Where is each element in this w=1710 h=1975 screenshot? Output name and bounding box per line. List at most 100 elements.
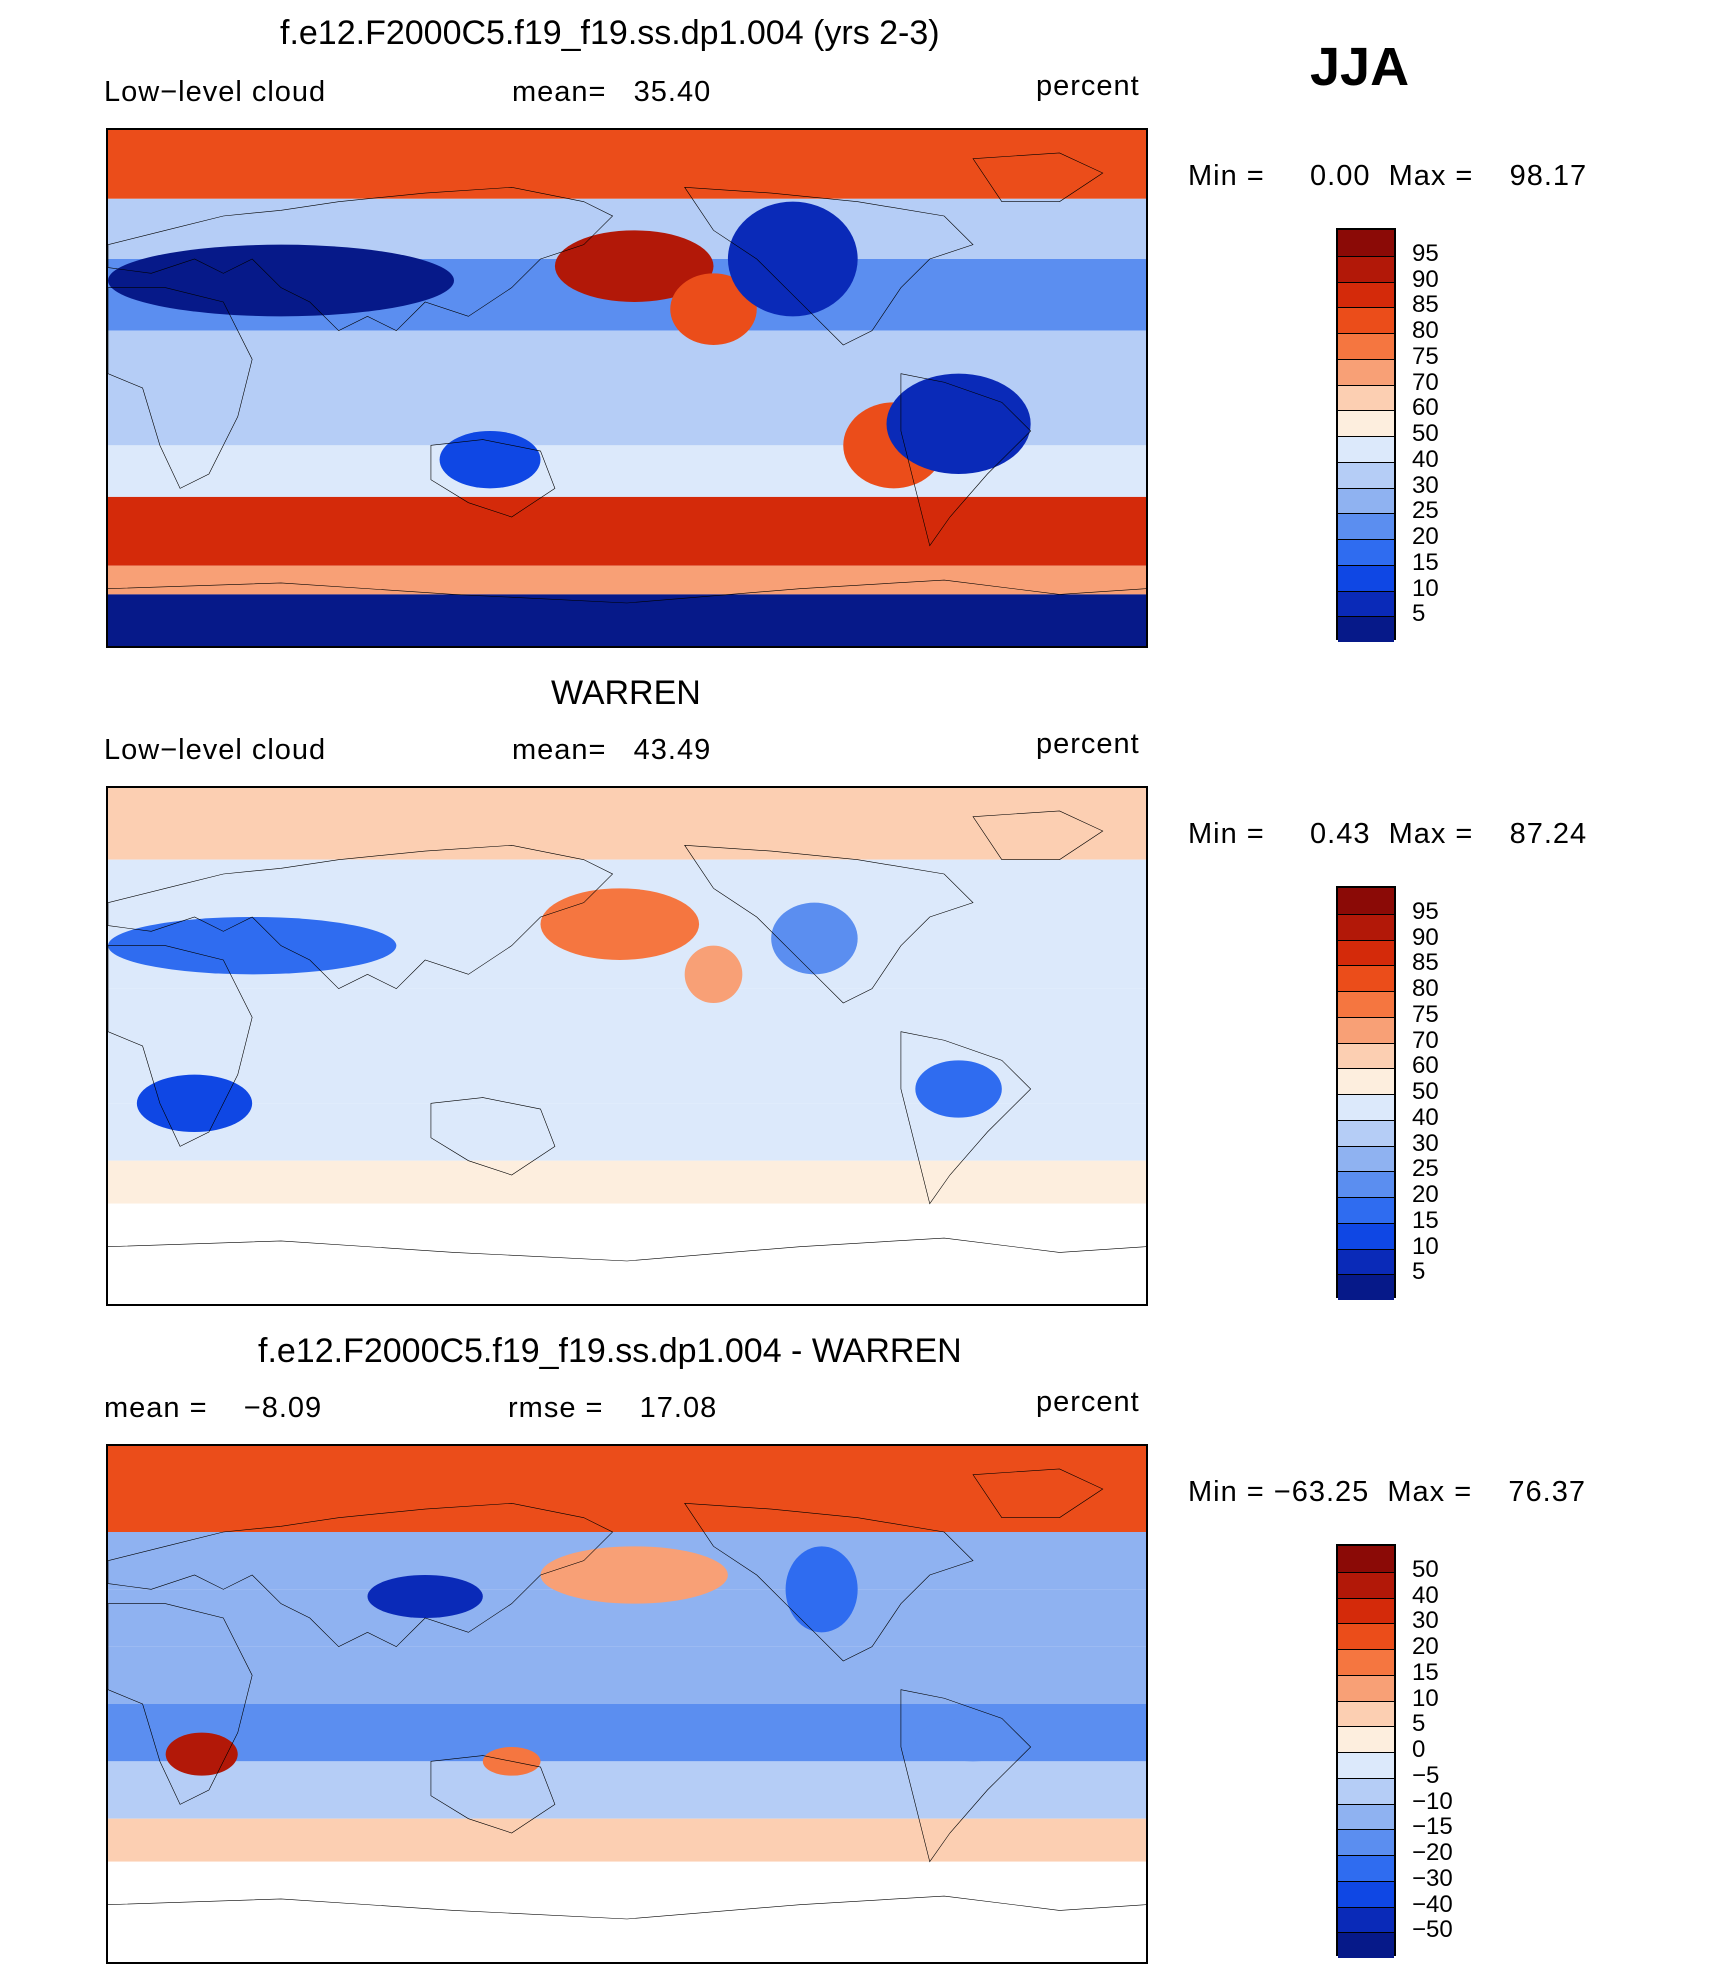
panel-1-colorbar-swatch [1338, 564, 1394, 591]
panel-3-zonal-band-5 [108, 1761, 1146, 1819]
panel-2-colorbar-label: 20 [1412, 1181, 1439, 1208]
panel-2-colorbar-swatch [1338, 888, 1394, 914]
panel-3-colorbar-label: 0 [1412, 1736, 1426, 1763]
panel-1-map-svg [108, 130, 1146, 646]
panel-3-coastline-6 [108, 1896, 1146, 1919]
panel-3-colorbar-swatch [1338, 1932, 1394, 1958]
panel-2-colorbar-swatch [1338, 1119, 1394, 1146]
panel-3-region-3 [785, 1546, 858, 1633]
panel-2-region-5 [915, 1060, 1002, 1118]
panel-1-colorbar-swatch [1338, 513, 1394, 539]
panel-3-colorbar-label: 20 [1412, 1633, 1439, 1660]
panel-1-colorbar-label: 5 [1412, 600, 1426, 628]
panel-2-colorbar-swatch [1338, 1094, 1394, 1120]
panel-3-colorbar-label: 10 [1412, 1684, 1439, 1712]
panel-2-colorbar-swatch [1338, 939, 1394, 966]
panel-3-coastline-3 [685, 1503, 973, 1661]
panel-2-colorbar-label: 85 [1412, 949, 1439, 977]
panel-2-colorbar-label: 75 [1412, 1000, 1439, 1028]
panel-2-colorbar-swatch [1338, 1248, 1394, 1275]
panel-1-colorbar-swatch [1338, 539, 1394, 565]
panel-2-colorbar-label: 15 [1412, 1206, 1439, 1234]
panel-3-colorbar-swatch [1338, 1777, 1394, 1804]
panel-2-coastline-3 [685, 845, 973, 1003]
panel-2-colorbar [1336, 886, 1396, 1300]
panel-3-colorbar-swatch [1338, 1906, 1394, 1933]
panel-2-zonal-band-7 [108, 1203, 1146, 1304]
panel-1-title: f.e12.F2000C5.f19_f19.ss.dp1.004 (yrs 2-… [280, 14, 940, 52]
panel-2-colorbar-label: 5 [1412, 1258, 1426, 1286]
panel-3-coastline-0 [108, 1503, 613, 1646]
panel-1-colorbar-label: 50 [1412, 420, 1439, 447]
panel-3-colorbar-swatch [1338, 1700, 1394, 1727]
panel-2-colorbar-swatch [1338, 1016, 1394, 1043]
panel-1-colorbar-label: 90 [1412, 265, 1439, 293]
panel-3-colorbar-swatch [1338, 1597, 1394, 1624]
panel-2-region-1 [684, 945, 743, 1003]
panel-3-colorbar-label: 50 [1412, 1555, 1439, 1583]
panel-1-map [106, 128, 1148, 648]
panel-1-region-4 [108, 244, 454, 317]
panel-1-zonal-band-8 [108, 594, 1146, 646]
panel-2-colorbar-swatch [1338, 965, 1394, 991]
panel-1-colorbar-label: 30 [1412, 471, 1439, 499]
panel-2-colorbar-label: 90 [1412, 923, 1439, 951]
panel-1-colorbar-label: 15 [1412, 548, 1439, 576]
panel-2-colorbar-swatch [1338, 1171, 1394, 1197]
panel-2-colorbar-swatch [1338, 991, 1394, 1017]
panel-2-coastline-2 [431, 1098, 555, 1175]
panel-3-colorbar-swatch [1338, 1803, 1394, 1830]
panel-2-colorbar-label: 80 [1412, 975, 1439, 1002]
panel-2-coastline-6 [108, 1238, 1146, 1261]
panel-1-colorbar-swatch [1338, 307, 1394, 333]
panel-2-colorbar-swatch [1338, 913, 1394, 940]
panel-1-coastline-2 [431, 440, 555, 517]
panel-1-region-5 [886, 373, 1031, 474]
panel-3-colorbar-label: 40 [1412, 1581, 1439, 1609]
panel-1-colorbar-swatch [1338, 230, 1394, 256]
panel-3-units: percent [1036, 1386, 1140, 1418]
panel-3-rmse-label: rmse = 17.08 [508, 1392, 718, 1424]
panel-2-colorbar-swatch [1338, 1145, 1394, 1172]
panel-2-variable-label: Low−level cloud [104, 734, 327, 766]
panel-2-minmax: Min = 0.43 Max = 87.24 [1188, 818, 1588, 850]
panel-1-colorbar-label: 85 [1412, 291, 1439, 319]
panel-2-map-svg [108, 788, 1146, 1304]
panel-3-colorbar-label: −50 [1412, 1916, 1453, 1944]
panel-2-colorbar-swatch [1338, 1068, 1394, 1094]
panel-1-zonal-band-0 [108, 130, 1146, 199]
panel-1-colorbar-swatch [1338, 590, 1394, 617]
panel-3-colorbar-label: −30 [1412, 1864, 1453, 1892]
panel-3-mean-label: mean = −8.09 [104, 1392, 323, 1424]
panel-1-colorbar-swatch [1338, 255, 1394, 282]
panel-3-minmax: Min = −63.25 Max = 76.37 [1188, 1476, 1586, 1508]
panel-3-coastline-5 [973, 1469, 1103, 1518]
panel-1-colorbar-label: 75 [1412, 342, 1439, 370]
panel-1-coastline-5 [973, 153, 1103, 202]
panel-1-coastline-4 [901, 374, 1031, 546]
panel-2-zonal-band-6 [108, 1160, 1146, 1204]
panel-2-coastline-5 [973, 811, 1103, 860]
panel-3-zonal-band-3 [108, 1646, 1146, 1704]
panel-2-colorbar-label: 50 [1412, 1078, 1439, 1105]
panel-1-coastline-3 [685, 187, 973, 345]
panel-1-colorbar-label: 60 [1412, 394, 1439, 422]
panel-3-colorbar-label: −10 [1412, 1787, 1453, 1815]
panel-3-zonal-band-6 [108, 1818, 1146, 1862]
panel-1-region-1 [670, 273, 757, 345]
panel-3-colorbar-swatch [1338, 1855, 1394, 1881]
panel-2-colorbar-swatch [1338, 1197, 1394, 1223]
panel-2-units: percent [1036, 728, 1140, 760]
panel-2-colorbar-swatch [1338, 1222, 1394, 1249]
panel-1-colorbar-label: 40 [1412, 445, 1439, 473]
panel-1-colorbar-swatch [1338, 461, 1394, 488]
panel-2-colorbar-label: 25 [1412, 1155, 1439, 1183]
panel-3-colorbar-label: 5 [1412, 1710, 1426, 1738]
panel-1-units: percent [1036, 70, 1140, 102]
panel-2-region-3 [136, 1074, 253, 1132]
panel-2-map [106, 786, 1148, 1306]
panel-1-colorbar-swatch [1338, 436, 1394, 462]
panel-3-colorbar-swatch [1338, 1726, 1394, 1752]
panel-3-region-2 [367, 1575, 483, 1618]
panel-3-colorbar-label: −40 [1412, 1890, 1453, 1918]
